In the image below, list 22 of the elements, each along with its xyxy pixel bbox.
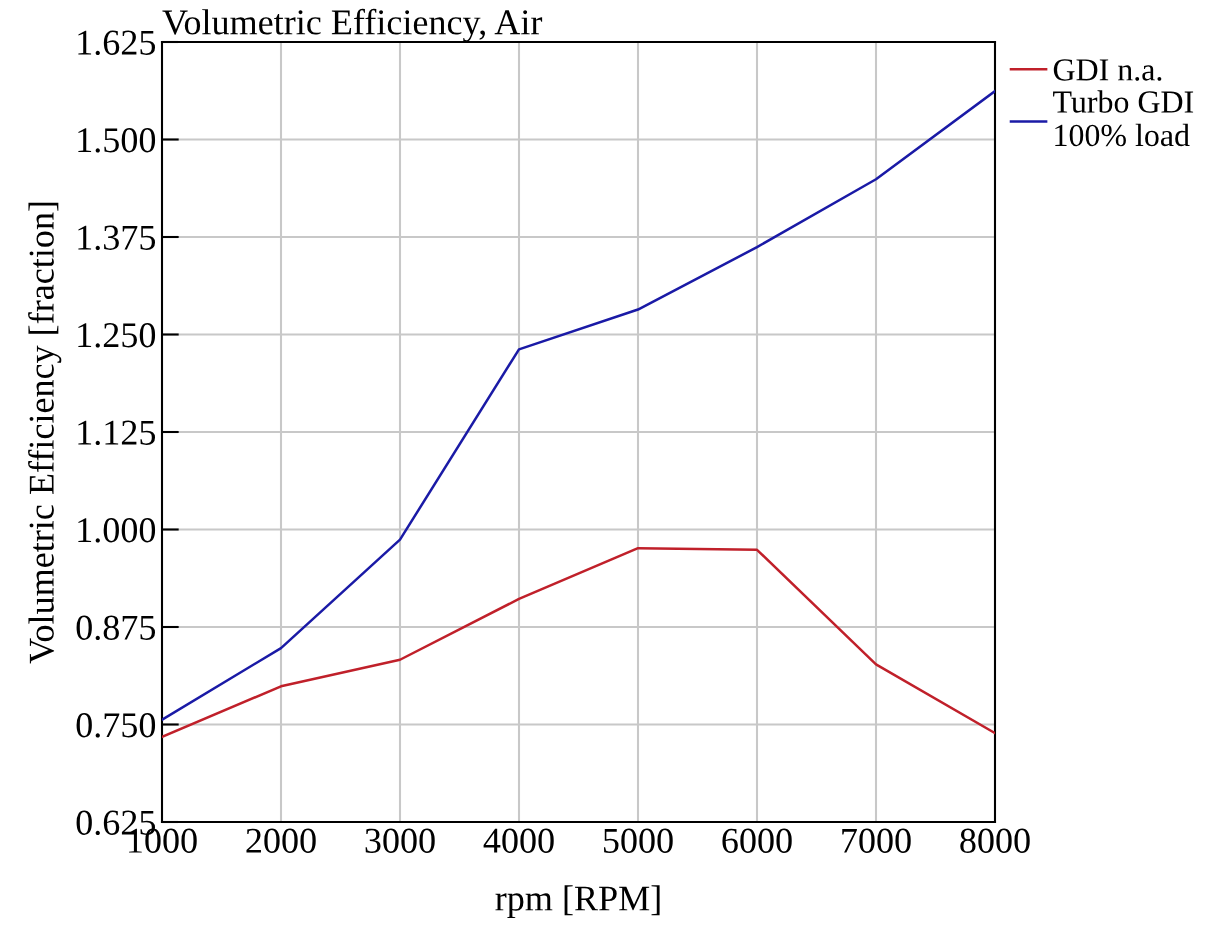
y-tick-label: 1.625 — [78, 30, 156, 56]
x-axis-title: rpm [RPM] — [495, 885, 660, 919]
y-tick-label: 1.125 — [78, 420, 156, 446]
legend-label: Turbo GDI 100% load — [1053, 90, 1194, 147]
y-axis-title: Volumetric Efficiency [fraction] — [28, 202, 62, 664]
x-tick-label: 5000 — [603, 828, 673, 853]
x-tick-label: 4000 — [483, 828, 554, 853]
y-tick-label: 0.875 — [76, 615, 156, 641]
y-tick-label: 1.500 — [78, 128, 156, 153]
chart-title: Volumetric Efficiency, Air — [162, 8, 543, 42]
x-tick-label: 7000 — [842, 828, 911, 853]
x-tick-label: 8000 — [960, 828, 1030, 853]
y-tick-label: 1.375 — [78, 225, 156, 251]
x-tick-label: 2000 — [246, 828, 316, 853]
legend-label: GDI n.a. — [1053, 59, 1162, 81]
y-tick-label: 0.750 — [76, 713, 156, 738]
x-tick-label: 6000 — [722, 828, 792, 853]
y-tick-label: 1.250 — [78, 323, 156, 348]
x-tick-label: 3000 — [365, 828, 435, 853]
line-series — [162, 546, 995, 739]
line-series — [162, 89, 995, 722]
y-tick-label: 1.000 — [78, 518, 156, 543]
